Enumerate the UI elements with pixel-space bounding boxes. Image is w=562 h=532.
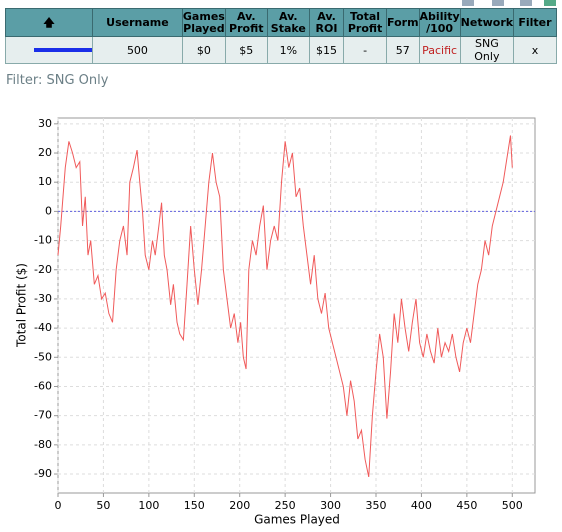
toolbar xyxy=(462,0,556,6)
x-tick-label: 350 xyxy=(366,499,387,512)
cell: SNG Only xyxy=(459,36,515,64)
data-line xyxy=(57,135,513,478)
plot-area xyxy=(57,117,536,494)
y-tick-label: -80 xyxy=(34,438,52,451)
column-header[interactable]: Av. Stake xyxy=(266,8,310,37)
y-tick-label: -20 xyxy=(34,263,52,276)
close-button[interactable]: x xyxy=(513,36,557,64)
y-tick-label: -70 xyxy=(34,409,52,422)
icon[interactable] xyxy=(520,0,532,6)
y-tick-label: -60 xyxy=(34,379,52,392)
y-tick-label: 30 xyxy=(38,117,52,130)
header-spacer xyxy=(556,8,562,37)
column-header[interactable]: Filter xyxy=(513,8,557,37)
x-tick-label: 100 xyxy=(138,499,159,512)
icon[interactable] xyxy=(492,0,504,6)
username-cell xyxy=(5,36,93,64)
y-tick-label: -10 xyxy=(34,234,52,247)
cell: 1% xyxy=(266,36,310,64)
data-row[interactable]: 500 $0 $5 1% $15-57 Pacific SNG Only x xyxy=(5,36,562,64)
cell: $15 xyxy=(308,36,345,64)
icon[interactable] xyxy=(544,0,556,6)
y-tick-label: -40 xyxy=(34,321,52,334)
x-tick-label: 400 xyxy=(411,499,432,512)
column-header[interactable]: Total Profit xyxy=(343,8,388,37)
x-tick-label: 0 xyxy=(55,499,62,512)
y-tick-label: 10 xyxy=(38,175,52,188)
x-tick-label: 250 xyxy=(275,499,296,512)
x-tick-label: 150 xyxy=(184,499,205,512)
y-tick-label: 0 xyxy=(45,204,52,217)
filter-label: Filter: SNG Only xyxy=(6,73,109,88)
x-axis-label: Games Played xyxy=(254,513,340,527)
x-tick-label: 500 xyxy=(502,499,523,512)
y-axis-label: Total Profit ($) xyxy=(15,263,29,348)
y-tick-label: -30 xyxy=(34,292,52,305)
cell: 500 xyxy=(92,36,183,64)
cell: - xyxy=(343,36,388,64)
x-tick-label: 450 xyxy=(456,499,477,512)
x-tick-label: 50 xyxy=(96,499,110,512)
redacted-username xyxy=(34,48,92,52)
column-header[interactable]: Av. ROI xyxy=(308,8,345,37)
icon[interactable] xyxy=(462,0,474,6)
stats-table: 🡅 Username Games Played Av. Profit Av. Stak… xyxy=(5,8,562,64)
cell: $0 xyxy=(181,36,226,64)
y-tick-label: -50 xyxy=(34,350,52,363)
cell: 57 xyxy=(386,36,420,64)
column-header[interactable]: Form xyxy=(386,8,420,37)
x-tick-label: 200 xyxy=(229,499,250,512)
y-tick-label: 20 xyxy=(38,146,52,159)
column-header[interactable]: Av. Profit xyxy=(224,8,268,37)
x-tick-label: 300 xyxy=(320,499,341,512)
y-tick-label: -90 xyxy=(34,467,52,480)
